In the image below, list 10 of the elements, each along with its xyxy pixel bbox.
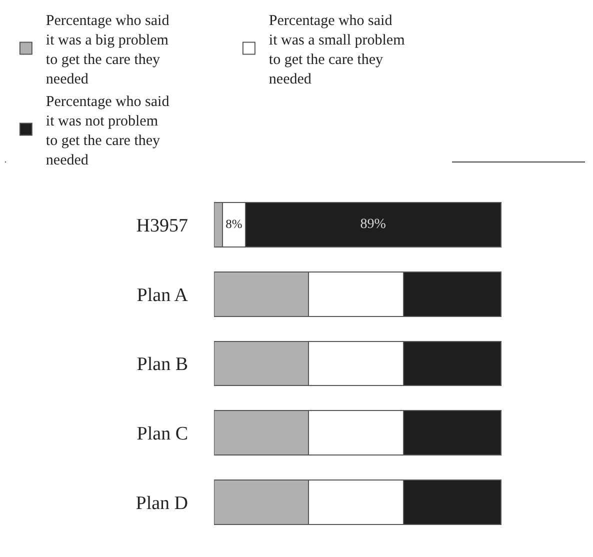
y-tick-label: Plan D [136, 492, 188, 514]
legend-label: Percentage who said it was a small problem to get the care they needed [268, 12, 406, 88]
y-tick-label: Plan A [136, 284, 188, 306]
legend-label: Percentage who said it was not problem to get the care they needed [46, 94, 170, 168]
y-tick-label: H3957 [136, 215, 188, 236]
y-tick-label: Plan B [136, 354, 188, 376]
y-tick-label: Plan C [136, 424, 188, 445]
data-label: 8% [226, 216, 242, 231]
data-label: 89% [360, 217, 386, 232]
legend-label: Percentage who said it was a big problem to get the care they needed [46, 12, 170, 88]
